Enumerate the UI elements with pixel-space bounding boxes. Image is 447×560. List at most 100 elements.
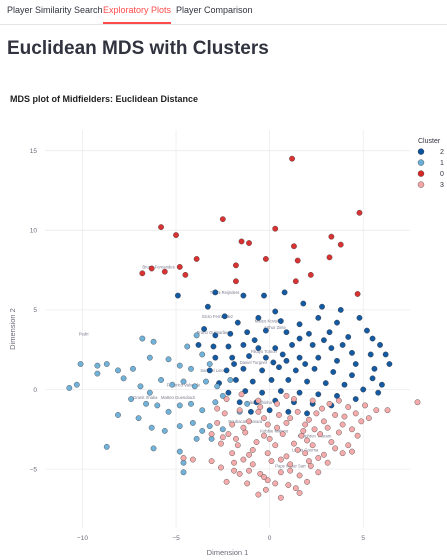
x-tick-label: −10: [77, 535, 88, 542]
cluster-2-point: [382, 351, 389, 358]
cluster-2-point: [259, 389, 266, 396]
cluster-0-point: [219, 216, 226, 223]
cluster-1-point: [188, 365, 194, 372]
cluster-3-point: [236, 470, 243, 477]
tab-player-similarity-search[interactable]: Player Similarity Search: [7, 5, 103, 15]
cluster-0-point: [246, 240, 252, 246]
cluster-1-point: [206, 423, 213, 429]
cluster-2-point: [236, 399, 243, 406]
cluster-2-point: [242, 388, 249, 394]
scatter-points: [66, 155, 421, 501]
cluster-3-point: [319, 405, 325, 412]
player-label: Bruno Fernandes: [142, 265, 174, 270]
cluster-0-point: [176, 264, 183, 270]
cluster-3-point: [291, 396, 297, 402]
cluster-2-point: [296, 354, 303, 361]
legend-item-cluster-1[interactable]: 1: [417, 159, 444, 167]
cluster-2-point: [375, 389, 382, 396]
cluster-3-point: [414, 399, 421, 406]
cluster-2-point: [270, 359, 277, 366]
cluster-3-point: [246, 418, 252, 425]
player-label: Daniel Turgnet: [240, 360, 268, 365]
legend[interactable]: Cluster 2 1 0 3: [417, 138, 444, 189]
cluster-1-point: [128, 396, 134, 402]
cluster-1-point: [120, 375, 127, 382]
cluster-2-point: [315, 391, 322, 398]
cluster-2-point: [345, 334, 352, 340]
cluster-2-point: [292, 367, 299, 374]
legend-marker: [417, 159, 425, 166]
legend-label: 0: [440, 171, 444, 178]
cluster-3-point: [321, 418, 327, 425]
cluster-2-point: [341, 381, 348, 388]
player-label: Federico Valverde: [167, 382, 201, 387]
legend-label: 1: [440, 160, 444, 167]
cluster-3-point: [223, 396, 230, 402]
cluster-3-point: [335, 429, 342, 436]
cluster-3-point: [358, 418, 365, 425]
cluster-1-point: [176, 402, 183, 409]
cluster-2-point: [349, 350, 355, 356]
cluster-2-point: [223, 367, 230, 374]
cluster-3-point: [304, 478, 310, 485]
x-tick-label: 5: [361, 535, 365, 542]
cluster-2-point: [321, 337, 327, 344]
cluster-3-point: [218, 464, 224, 471]
cluster-1-point: [165, 356, 172, 363]
tab-player-comparison[interactable]: Player Comparison: [176, 5, 253, 15]
cluster-3-point: [214, 420, 221, 426]
cluster-3-point: [283, 420, 290, 426]
cluster-2-point: [322, 380, 329, 387]
legend-title: Cluster: [418, 138, 441, 145]
cluster-2-point: [289, 342, 295, 348]
cluster-3-point: [283, 453, 290, 460]
cluster-0-point: [289, 155, 295, 162]
tab-bar: Player Similarity Search Exploratory Plo…: [0, 0, 447, 25]
player-label: Khéphren Thuram: [298, 433, 332, 438]
cluster-3-point: [249, 447, 256, 453]
cluster-2-point: [352, 396, 359, 402]
cluster-2-point: [364, 327, 370, 334]
cluster-0-point: [233, 278, 239, 285]
player-label: Boubacar Kamara: [228, 419, 262, 424]
cluster-3-point: [246, 467, 252, 474]
cluster-2-point: [240, 365, 247, 372]
cluster-3-point: [238, 391, 245, 398]
cluster-2-point: [334, 392, 340, 399]
cluster-3-point: [307, 463, 314, 469]
cluster-3-point: [292, 485, 299, 492]
cluster-3-point: [261, 415, 267, 422]
cluster-3-point: [324, 459, 331, 466]
cluster-2-point: [279, 351, 286, 358]
legend-item-cluster-2[interactable]: 2: [417, 148, 444, 156]
cluster-1-point: [103, 361, 110, 367]
cluster-2-point: [337, 307, 344, 313]
cluster-2-point: [240, 292, 247, 299]
player-label: Tijjani Reijnders: [210, 290, 240, 295]
chart-title: MDS plot of Midfielders: Euclidean Dista…: [10, 94, 199, 104]
cluster-1-point: [150, 338, 157, 345]
cluster-1-point: [169, 381, 176, 388]
tab-exploratory-plots[interactable]: Exploratory Plots: [103, 5, 172, 15]
cluster-2-point: [244, 329, 251, 336]
cluster-3-point: [234, 442, 241, 449]
cluster-3-point: [349, 448, 355, 455]
cluster-2-point: [330, 369, 337, 375]
legend-item-cluster-3[interactable]: 3: [417, 181, 444, 189]
cluster-2-point: [326, 329, 333, 336]
cluster-3-point: [300, 428, 307, 434]
cluster-2-point: [277, 318, 284, 324]
legend-label: 2: [440, 149, 444, 156]
cluster-3-point: [242, 429, 249, 436]
player-label: Bruno Guimarães: [197, 330, 230, 335]
cluster-1-point: [139, 335, 146, 342]
cluster-1-point: [219, 392, 226, 399]
cluster-2-point: [304, 378, 310, 385]
cluster-2-point: [201, 326, 207, 332]
cluster-3-point: [324, 424, 331, 431]
legend-item-cluster-0[interactable]: 0: [417, 170, 444, 178]
cluster-0-point: [148, 265, 155, 272]
cluster-0-point: [337, 241, 344, 248]
x-tick-label: −5: [172, 535, 180, 542]
legend-marker: [417, 181, 425, 188]
